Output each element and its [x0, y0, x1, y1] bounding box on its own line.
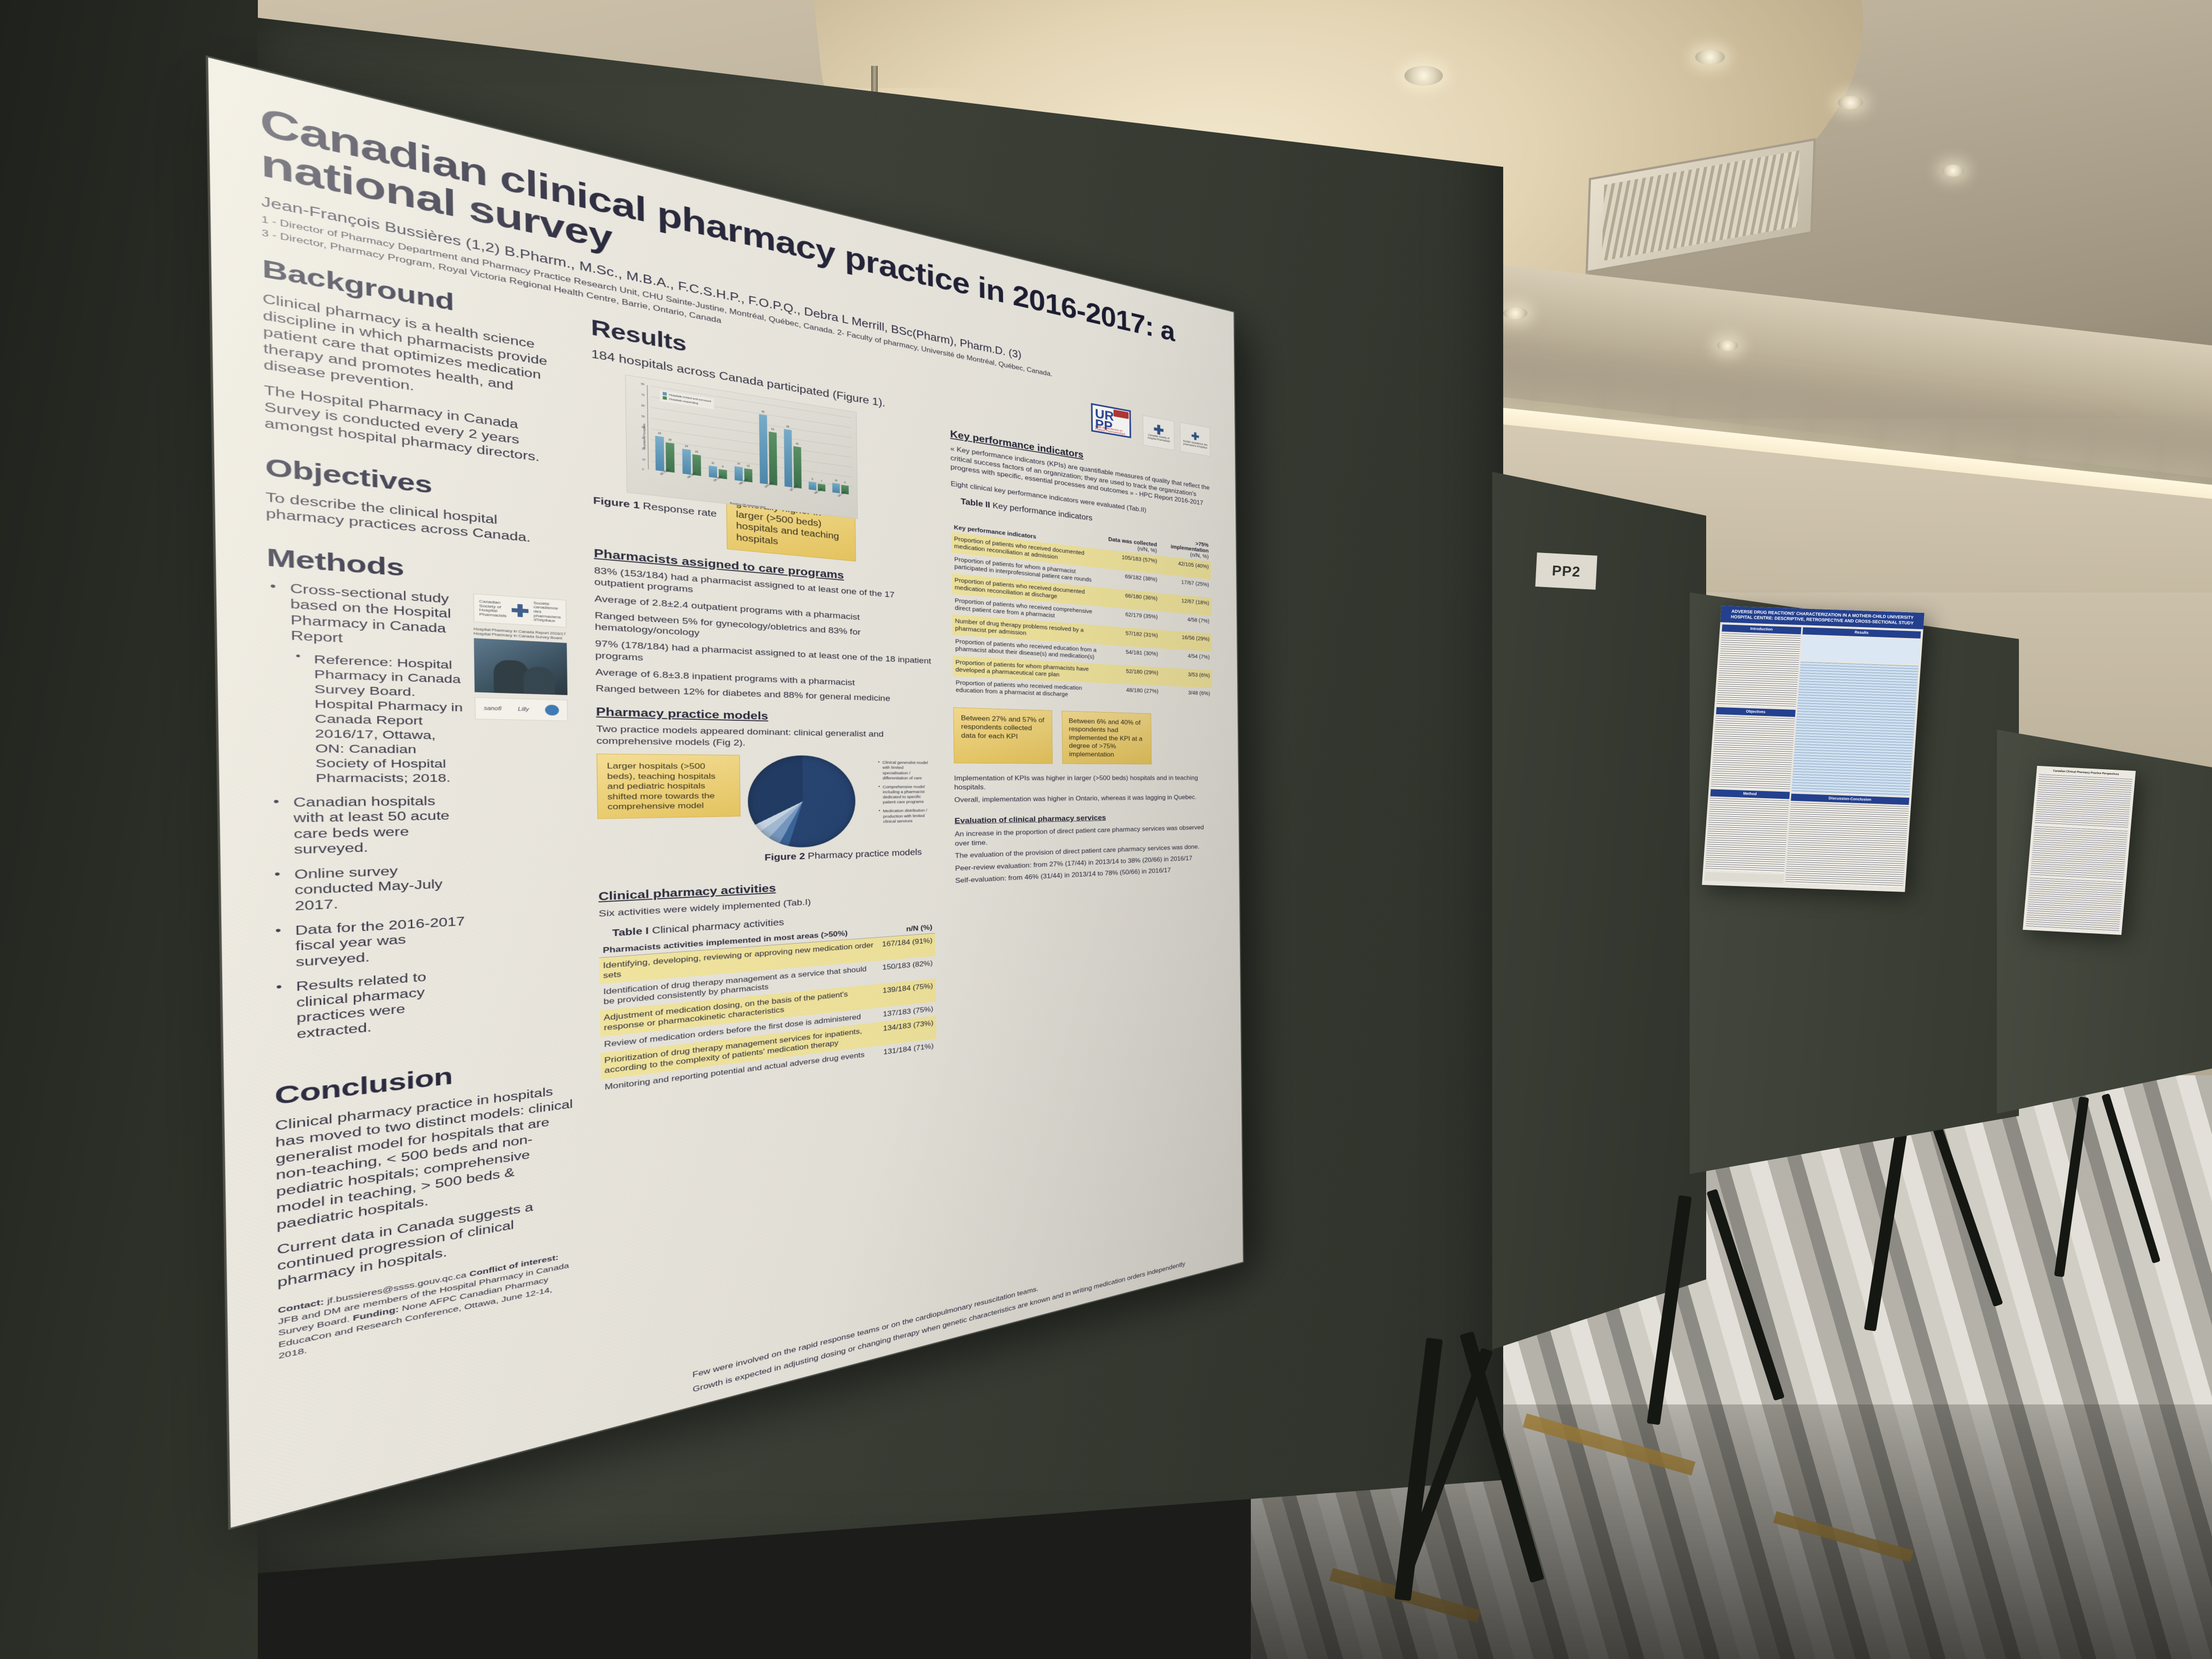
cshp-logo-box: Canadian Society of Hospital Pharmacists… — [473, 593, 567, 628]
figure-2-legend: Clinical generalist model with limited s… — [859, 760, 930, 842]
methods-subbullet-1: Reference: Hospital Pharmacy in Canada S… — [313, 653, 463, 785]
table-2-impl: 3/53 (6%) — [1160, 667, 1212, 689]
mini-logo — [1704, 872, 1784, 884]
poster-column-right: Key performance indicators « Key perform… — [950, 380, 1217, 1220]
figure-2-legend-1: Clinical generalist model with limited s… — [878, 760, 930, 780]
cshp-logo-caption: Canadian Society of Hospital Pharmacists — [1147, 433, 1170, 443]
kpi-note-1: Implementation of KPIs was higher in lar… — [953, 774, 1198, 792]
poster-bottom-notes: Few were involved on the rapid response … — [692, 1239, 1221, 1395]
figure-2-caption-label: Figure 2 — [764, 851, 805, 863]
methods-logo-stack: Canadian Society of Hospital Pharmacists… — [473, 593, 568, 721]
list-item: Canadian hospitals with at least 50 acut… — [293, 794, 467, 858]
downlight-icon — [1717, 340, 1738, 351]
methods-bullet-3: Online survey conducted May-July 2017. — [294, 864, 443, 913]
methods-bullet-1: Cross-sectional study based on the Hospi… — [290, 581, 452, 645]
table-2-collected: 52/180 (29%) — [1105, 664, 1161, 686]
table-clinical-activities: Pharmacists activities implemented in mo… — [599, 922, 936, 1096]
figure-2-caption: Figure 2 Pharmacy practice models — [765, 848, 931, 864]
table-key-performance-indicators: Key performance indicators Data was coll… — [951, 509, 1212, 706]
downlight-icon — [1404, 66, 1443, 86]
figure-2-caption-text: Pharmacy practice models — [808, 848, 922, 861]
callout-kpi-implemented: Between 6% and 40% of respondents had im… — [1062, 710, 1152, 765]
mini-figure — [1800, 636, 1921, 664]
poster-column-middle: Results 184 hospitals across Canada part… — [591, 314, 939, 1295]
table-2-collected: 48/180 (27%) — [1126, 687, 1159, 695]
table-2-impl: 4/54 (7%) — [1187, 653, 1210, 661]
mini-section-heading: Introduction — [1722, 624, 1802, 635]
list-item: Online survey conducted May-July 2017. — [294, 861, 468, 914]
mini-table — [1791, 662, 1919, 796]
urpp-logo: UR PP Unité de Recherche en Pratique Pharm… — [1091, 403, 1137, 447]
main-poster-wrapper: Canadian clinical pharmacy practice in 2… — [208, 57, 1295, 1531]
practice-models-intro: Two practice models appeared dominant: c… — [596, 724, 884, 748]
sponsor-logos: sanofi Lilly — [475, 697, 568, 721]
figure-2-legend-3: Medication distribution / production wit… — [879, 808, 930, 824]
scph-logo: Société canadienne des pharmaciens d'hôp… — [1180, 422, 1211, 457]
table-2-impl: 3/48 (6%) — [1188, 690, 1210, 697]
kpi-note-2: Overall, implementation was higher in On… — [954, 793, 1197, 804]
methods-bullet-5: Results related to clinical pharmacy pra… — [296, 970, 427, 1041]
mini-section-heading: Objectives — [1716, 707, 1796, 717]
mini-section-heading: Method — [1710, 789, 1790, 799]
list-item: Results related to clinical pharmacy pra… — [296, 967, 470, 1042]
mini-text-block — [1711, 715, 1795, 791]
list-item: Data for the 2016-2017 fiscal year was s… — [295, 914, 469, 970]
bottom-note-1: Few were involved on the rapid response … — [692, 1285, 1039, 1380]
table-2-collected: 54/181 (30%) — [1125, 649, 1158, 658]
neighbouring-poster-3: Canadian Clinical Pharmacy Practice Pers… — [2022, 765, 2136, 935]
figure-2-pie-chart — [747, 755, 856, 849]
downlight-icon — [1942, 165, 1964, 177]
downlight-icon — [1838, 96, 1863, 109]
figure-1-caption-text: Response rate — [642, 501, 717, 520]
methods-bullet-2: Canadian hospitals with at least 50 acut… — [293, 794, 450, 857]
methods-bullet-list: Cross-sectional study based on the Hospi… — [267, 579, 470, 1054]
methods-bullet-4: Data for the 2016-2017 fiscal year was s… — [295, 915, 465, 969]
board-number-label: PP2 — [1535, 552, 1598, 590]
mini-text-block — [1705, 798, 1789, 873]
list-item: Reference: Hospital Pharmacy in Canada S… — [314, 652, 466, 786]
cshp-logo-caption: Canadian Society of Hospital Pharmacists — [479, 599, 507, 618]
practice-models-heading: Pharmacy practice models — [596, 705, 769, 723]
downlight-icon — [1503, 307, 1527, 319]
main-poster: Canadian clinical pharmacy practice in 2… — [208, 57, 1243, 1528]
downlight-icon — [1695, 49, 1725, 65]
list-item: Cross-sectional study based on the Hospi… — [290, 581, 467, 786]
callout-kpi-collected: Between 27% and 57% of respondents colle… — [953, 707, 1053, 764]
display-board-pp2: PP2 — [1492, 472, 1706, 1350]
scph-logo-caption: Société canadienne des pharmaciens d'hôp… — [533, 600, 561, 623]
callout-practice-models: Larger hospitals (>500 beds), teaching h… — [596, 754, 741, 820]
scph-logo-caption: Société canadienne des pharmaciens d'hôp… — [1183, 439, 1207, 450]
figure-1-caption-label: Figure 1 — [593, 495, 640, 511]
mini-text-block — [1717, 633, 1801, 708]
cshp-logo: Canadian Society of Hospital Pharmacists — [1143, 415, 1175, 451]
bottom-note-2: Growth is expected in adjusting dosing o… — [692, 1260, 1186, 1395]
table-2-caption-label: Table II — [961, 496, 990, 510]
neighbouring-poster-pp2: ADVERSE DRUG REACTIONS' CHARACTERIZATION… — [1702, 606, 1925, 892]
poster-column-left: Background Clinical pharmacy is a health… — [262, 253, 575, 1362]
mini-text-block — [1785, 802, 1909, 888]
figure-2-legend-2: Comprehensive model including a pharmaci… — [878, 784, 930, 805]
table-1-caption-label: Table I — [612, 926, 649, 939]
report-cover-photo — [473, 638, 568, 696]
